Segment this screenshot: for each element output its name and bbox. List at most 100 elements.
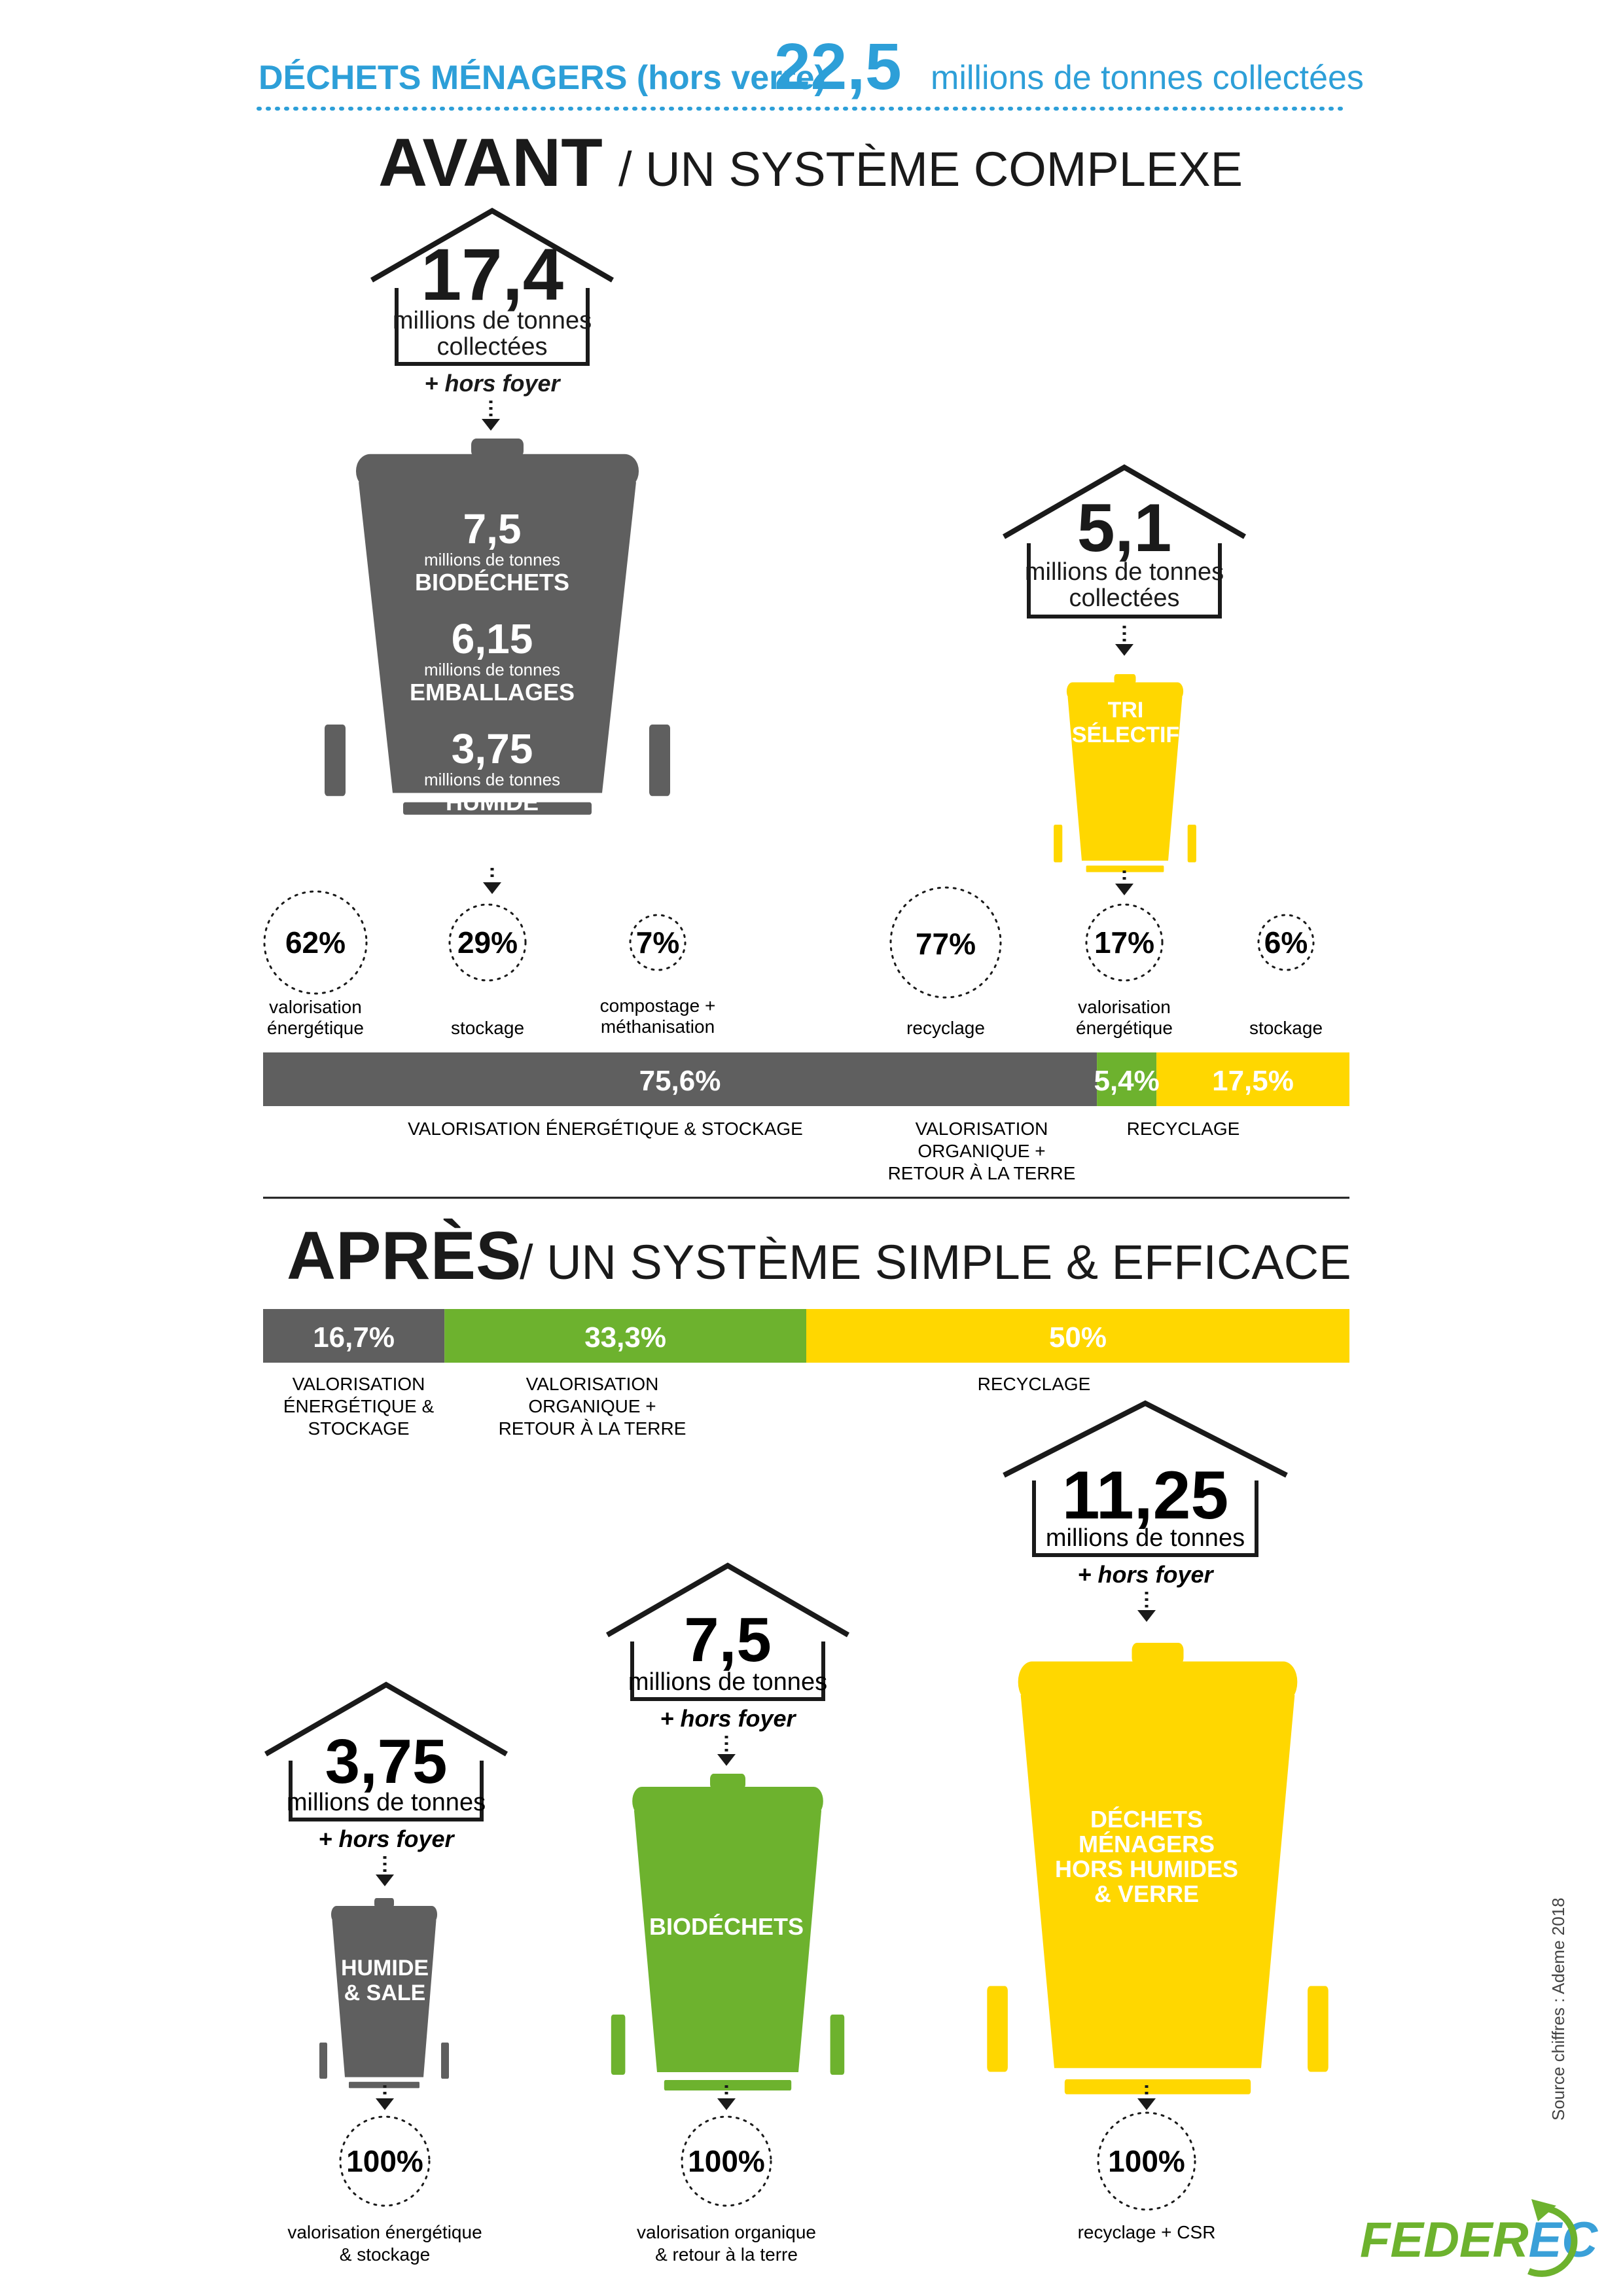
page-header: DÉCHETS MÉNAGERS (hors verre) 22,5 milli…: [257, 30, 1364, 111]
bar-segment-energy: [263, 1309, 445, 1363]
avant-subtitle: / UN SYSTÈME COMPLEXE: [618, 142, 1243, 196]
bar-segment-energy: [263, 1052, 1097, 1106]
circle-label: recyclage: [906, 1018, 985, 1038]
bin-label: HUMIDE: [341, 1956, 429, 1981]
result-label: recyclage + CSR: [1078, 2222, 1216, 2242]
bar-value-energy: 16,7%: [313, 1321, 395, 1354]
house-main-unit: millions de tonnes: [393, 307, 592, 334]
house-roof-icon: [606, 1562, 849, 1638]
bar-segment-recycling: [806, 1309, 1349, 1363]
apres-subtitle: / UN SYSTÈME SIMPLE & EFFICACE: [520, 1235, 1351, 1289]
circle-value: 7%: [636, 925, 679, 960]
house-main: 17,4 millions de tonnes collectées + hor…: [370, 207, 614, 431]
bar-label-recycling: RECYCLAGE: [1127, 1119, 1240, 1139]
avant-circles: 62% valorisation énergétique 29% stockag…: [263, 886, 1323, 1038]
house-unit: millions de tonnes: [628, 1668, 827, 1696]
house-roof-icon: [370, 207, 614, 283]
result-value: 100%: [688, 2144, 765, 2178]
arrow-down-icon: [483, 868, 501, 894]
federec-logo: FEDEREC: [1360, 2199, 1598, 2277]
arrow-down-icon: [1115, 626, 1133, 656]
apres-column-recyclage: 11,25 millions de tonnes + hors foyer DÉ…: [987, 1400, 1329, 2242]
house-selective-unit2: collectées: [1069, 584, 1180, 612]
arrow-down-icon: [376, 2085, 394, 2110]
result-label: valorisation organique: [637, 2222, 816, 2242]
circle-stat: 7% compostage + méthanisation: [600, 914, 715, 1037]
circle-value: 77%: [916, 927, 976, 961]
avant-bar: 75,6% 5,4% 17,5% VALORISATION ÉNERGÉTIQU…: [263, 1052, 1349, 1183]
circle-value: 62%: [285, 925, 346, 960]
house-unit: millions de tonnes: [1046, 1524, 1245, 1552]
bar-segment-organic: [444, 1309, 806, 1363]
circle-value: 17%: [1094, 925, 1154, 960]
bar-label-organic-2: ORGANIQUE +: [528, 1396, 656, 1416]
bar-value-energy: 75,6%: [639, 1065, 721, 1097]
bin-label: DÉCHETS: [1090, 1806, 1203, 1833]
bin-label-2: & SALE: [344, 1981, 426, 2005]
circle-label: valorisation: [269, 997, 362, 1017]
result-value: 100%: [346, 2144, 423, 2178]
bar-label-organic: VALORISATION: [916, 1119, 1048, 1139]
house-main-note: + hors foyer: [424, 370, 561, 397]
arrow-down-icon: [717, 1736, 736, 1766]
bar-value-recycling: 17,5%: [1212, 1065, 1294, 1097]
bar-label-energy: VALORISATION ÉNERGÉTIQUE & STOCKAGE: [408, 1119, 803, 1139]
apres-column-biodechets: 7,5 millions de tonnes + hors foyer BIOD…: [606, 1562, 849, 2265]
bar-label-organic: VALORISATION: [526, 1374, 659, 1394]
bar-label-recycling: RECYCLAGE: [978, 1374, 1091, 1394]
bar-value-organic: 33,3%: [584, 1321, 666, 1354]
grey-bin-label-3: HUMIDE: [446, 789, 539, 816]
bar-label-organic-3: RETOUR À LA TERRE: [499, 1418, 687, 1439]
house-note: + hors foyer: [1077, 1561, 1214, 1588]
result-label: valorisation énergétique: [287, 2222, 482, 2242]
circle-stat: 6% stockage: [1249, 914, 1323, 1038]
circle-stat: 62% valorisation énergétique: [263, 890, 368, 1038]
apres-column-humide: 3,75 millions de tonnes + hors foyer HUM…: [264, 1681, 508, 2265]
bar-segment-recycling: [1156, 1052, 1349, 1106]
house-main-value: 17,4: [421, 234, 563, 315]
yellow-bin-line2: « SÉLECTIF »: [1053, 723, 1198, 747]
house-roof-icon: [1003, 1400, 1288, 1478]
arrow-down-icon: [717, 2085, 736, 2110]
bar-label-energy-2: ÉNERGÉTIQUE &: [283, 1396, 435, 1416]
apres-bar: 16,7% 33,3% 50% VALORISATION ÉNERGÉTIQUE…: [263, 1309, 1349, 1439]
result-label-2: & retour à la terre: [655, 2244, 798, 2265]
header-title-suffix: millions de tonnes collectées: [931, 59, 1364, 97]
bin-label-3: HORS HUMIDES: [1055, 1856, 1238, 1882]
arrow-down-icon: [1115, 870, 1133, 895]
arrow-down-icon: [1137, 1592, 1156, 1622]
bar-label-organic-2: ORGANIQUE +: [918, 1141, 1045, 1161]
grey-bin-unit-3: millions de tonnes: [424, 770, 560, 789]
house-roof-icon: [1003, 464, 1246, 539]
grey-bin-value-1: 7,5: [463, 505, 522, 552]
circle-label: valorisation: [1078, 997, 1171, 1017]
house-value: 3,75: [325, 1727, 448, 1797]
bar-label-organic-3: RETOUR À LA TERRE: [888, 1163, 1076, 1183]
house-selective-value: 5,1: [1077, 490, 1172, 566]
arrow-down-icon: [376, 1856, 394, 1886]
bar-segment-organic: [1097, 1052, 1157, 1106]
grey-bin-value-2: 6,15: [452, 615, 533, 662]
bin-label: BIODÉCHETS: [649, 1913, 804, 1940]
arrow-down-icon: [482, 401, 500, 431]
house-note: + hors foyer: [660, 1705, 796, 1732]
house-main-unit2: collectées: [437, 333, 548, 361]
bar-label-energy: VALORISATION: [293, 1374, 425, 1394]
apres-title: APRÈS: [287, 1218, 521, 1294]
avant-heading: AVANT / UN SYSTÈME COMPLEXE: [378, 125, 1243, 201]
circle-stat: 17% valorisation énergétique: [1076, 903, 1173, 1038]
circle-value: 29%: [457, 925, 518, 960]
source-note: Source chiffres : Ademe 2018: [1548, 1897, 1568, 2121]
circle-label-2: énergétique: [1076, 1018, 1173, 1038]
circle-label: stockage: [451, 1018, 524, 1038]
header-title-value: 22,5: [774, 30, 902, 103]
circle-stat: 77% recyclage: [889, 886, 1002, 1038]
circle-stat: 29% stockage: [448, 903, 527, 1038]
house-value: 11,25: [1062, 1458, 1229, 1534]
apres-heading: APRÈS / UN SYSTÈME SIMPLE & EFFICACE: [287, 1218, 1351, 1294]
arrow-down-icon: [1137, 2085, 1156, 2110]
bar-value-recycling: 50%: [1049, 1321, 1107, 1354]
house-unit: millions de tonnes: [287, 1789, 486, 1816]
bin-label-2: MÉNAGERS: [1079, 1831, 1215, 1857]
